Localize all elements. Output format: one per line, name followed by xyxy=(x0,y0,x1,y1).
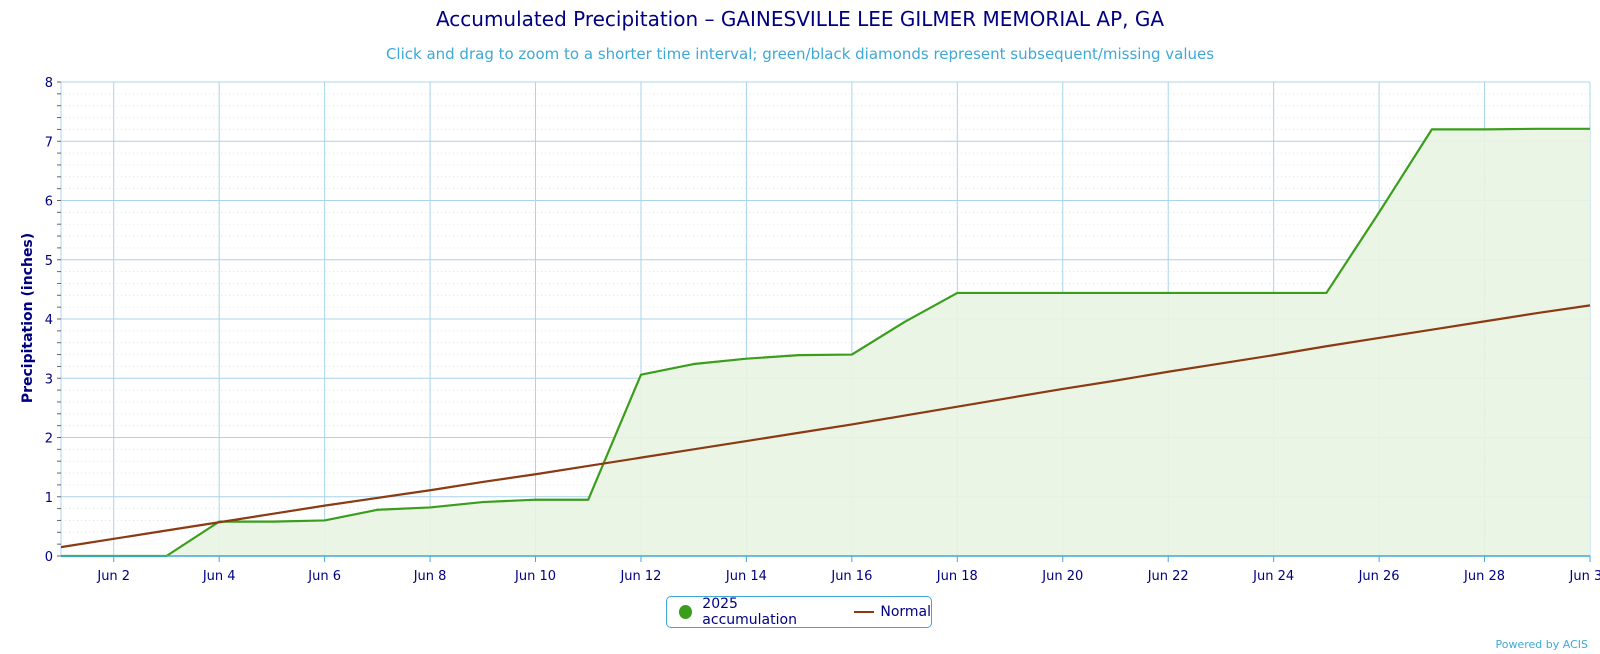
accumulation-point[interactable] xyxy=(1006,289,1014,297)
legend-label-normal: Normal xyxy=(880,604,931,620)
accumulation-point[interactable] xyxy=(953,289,961,297)
normal-point[interactable] xyxy=(479,478,487,486)
x-tick-label: Jun 2 xyxy=(96,569,130,584)
accumulation-point[interactable] xyxy=(1428,125,1436,133)
legend-item-normal[interactable]: Normal xyxy=(830,604,931,620)
chart-subtitle: Click and drag to zoom to a shorter time… xyxy=(385,45,1215,63)
accumulation-point[interactable] xyxy=(1586,125,1594,133)
accumulation-point[interactable] xyxy=(1111,289,1119,297)
normal-line[interactable] xyxy=(60,304,1591,549)
normal-point[interactable] xyxy=(215,518,223,526)
axes: 0 1 2 3 4 5 6 7 8 Jun 2 Jun 4 Jun 6 Jun 8 Jun 10 Jun 1… xyxy=(45,76,1600,584)
x-tick-label: Jun 16 xyxy=(830,569,872,584)
normal-point[interactable] xyxy=(162,527,170,535)
x-tick-label: Jun 10 xyxy=(514,569,556,584)
x-tick-label: Jun 18 xyxy=(936,569,978,584)
y-tick-label: 7 xyxy=(45,135,53,150)
accumulation-point[interactable] xyxy=(426,503,434,511)
normal-point[interactable] xyxy=(1428,326,1436,334)
x-tick-label: Jun 22 xyxy=(1147,569,1189,584)
y-tick-label: 6 xyxy=(45,195,53,210)
accumulation-point[interactable] xyxy=(795,351,803,359)
accumulation-point[interactable] xyxy=(321,516,329,524)
normal-point[interactable] xyxy=(848,420,856,428)
accumulation-point[interactable] xyxy=(1270,289,1278,297)
normal-point[interactable] xyxy=(742,437,750,445)
y-tick-label: 4 xyxy=(45,313,53,328)
y-tick-label: 1 xyxy=(45,491,53,506)
normal-point[interactable] xyxy=(1533,309,1541,317)
normal-point[interactable] xyxy=(584,462,592,470)
normal-point[interactable] xyxy=(1322,342,1330,350)
normal-point[interactable] xyxy=(637,454,645,462)
accumulation-point[interactable] xyxy=(690,360,698,368)
normal-point[interactable] xyxy=(1586,301,1594,309)
x-tick-label: Jun 12 xyxy=(619,569,661,584)
y-axis-title: Precipitation (inches) xyxy=(20,233,36,403)
normal-point[interactable] xyxy=(426,486,434,494)
accumulation-point[interactable] xyxy=(268,518,276,526)
accumulation-point[interactable] xyxy=(742,355,750,363)
normal-point[interactable] xyxy=(1481,317,1489,325)
accumulation-point[interactable] xyxy=(1217,289,1225,297)
normal-point[interactable] xyxy=(268,510,276,518)
normal-point[interactable] xyxy=(1164,368,1172,376)
x-tick-label: Jun 8 xyxy=(413,569,447,584)
accumulation-point[interactable] xyxy=(637,371,645,379)
chart-title: Accumulated Precipitation – GAINESVILLE … xyxy=(435,7,1165,31)
accumulation-point[interactable] xyxy=(1481,125,1489,133)
accumulation-point[interactable] xyxy=(532,496,540,504)
accumulation-line[interactable] xyxy=(61,127,1590,558)
series-layer xyxy=(60,125,1594,558)
x-tick-label: Jun 28 xyxy=(1463,569,1505,584)
x-tick-label: Jun 6 xyxy=(307,569,341,584)
credit-link[interactable]: Powered by ACIS xyxy=(1495,638,1589,651)
normal-point[interactable] xyxy=(953,403,961,411)
legend-line-icon xyxy=(854,611,875,613)
legend-item-accumulation[interactable]: 2025 accumulation xyxy=(667,596,830,628)
legend: 2025 accumulation Normal xyxy=(666,596,932,628)
accumulation-point[interactable] xyxy=(901,318,909,326)
normal-point[interactable] xyxy=(1217,359,1225,367)
y-tick-label: 8 xyxy=(45,76,53,91)
x-tick-label: Jun 24 xyxy=(1252,569,1294,584)
normal-point[interactable] xyxy=(1059,385,1067,393)
normal-point[interactable] xyxy=(321,502,329,510)
x-tick-label: Jun 30 xyxy=(1569,569,1600,584)
x-tick-label: Jun 14 xyxy=(725,569,767,584)
accumulation-point[interactable] xyxy=(1164,289,1172,297)
normal-point[interactable] xyxy=(901,412,909,420)
accumulation-point[interactable] xyxy=(1375,208,1383,216)
legend-dot-icon xyxy=(679,605,693,619)
normal-point[interactable] xyxy=(1375,334,1383,342)
legend-label-accumulation: 2025 accumulation xyxy=(702,596,797,628)
y-tick-label: 0 xyxy=(45,550,53,565)
accumulation-point[interactable] xyxy=(848,351,856,359)
normal-point[interactable] xyxy=(690,445,698,453)
y-tick-label: 2 xyxy=(45,432,53,447)
x-tick-label: Jun 26 xyxy=(1358,569,1400,584)
accumulation-point[interactable] xyxy=(479,498,487,506)
normal-point[interactable] xyxy=(1270,351,1278,359)
accumulation-point[interactable] xyxy=(1533,125,1541,133)
y-tick-label: 3 xyxy=(45,372,53,387)
y-tick-label: 5 xyxy=(45,254,53,269)
accumulation-point[interactable] xyxy=(1322,289,1330,297)
normal-point[interactable] xyxy=(795,429,803,437)
normal-point[interactable] xyxy=(373,494,381,502)
normal-point[interactable] xyxy=(1111,377,1119,385)
accumulation-point[interactable] xyxy=(584,496,592,504)
x-tick-label: Jun 20 xyxy=(1041,569,1083,584)
normal-point[interactable] xyxy=(532,470,540,478)
accumulation-point[interactable] xyxy=(1059,289,1067,297)
accumulation-point[interactable] xyxy=(373,506,381,514)
accumulation-area xyxy=(61,128,1590,556)
normal-point[interactable] xyxy=(1006,394,1014,402)
x-tick-label: Jun 4 xyxy=(202,569,236,584)
normal-point[interactable] xyxy=(110,535,118,543)
